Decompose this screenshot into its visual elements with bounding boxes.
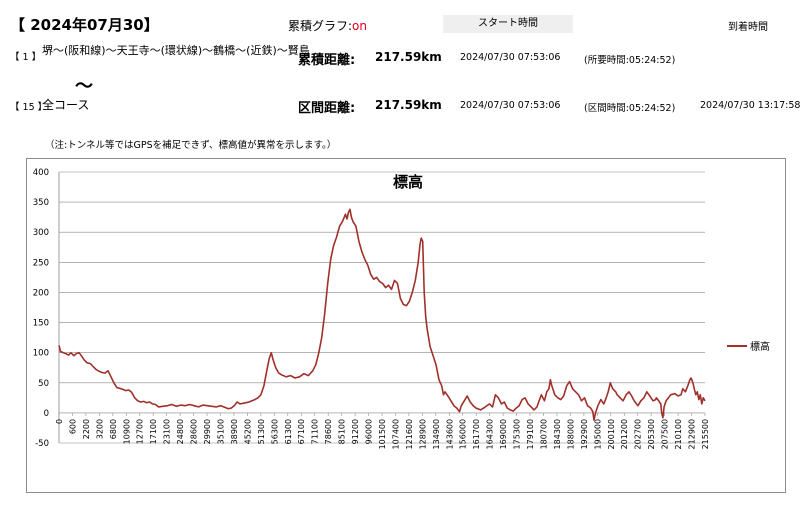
cumulative-distance-label: 累積距離: <box>298 53 356 68</box>
x-tick-label: 161700 <box>472 419 481 450</box>
cumulative-start-time: 2024/07/30 07:53:06 <box>460 52 561 63</box>
x-tick-label: 61300 <box>284 419 293 444</box>
x-tick-label: 164300 <box>486 419 495 450</box>
y-tick-label: -50 <box>35 439 49 449</box>
x-tick-label: 201200 <box>620 419 629 450</box>
section-duration: (区間時間:05:24:52) <box>584 103 676 114</box>
x-tick-label: 2200 <box>82 419 91 439</box>
x-tick-label: 205300 <box>647 419 656 450</box>
y-tick-label: 50 <box>38 379 49 389</box>
x-tick-label: 38900 <box>230 419 239 444</box>
elevation-chart-frame: 400 350 300 250 200 150 100 50 0 -50 0 600 2200 3200… <box>26 158 786 493</box>
y-tick-label: 150 <box>33 319 49 329</box>
x-tick-label: 134900 <box>432 419 441 450</box>
x-tick-label: 29900 <box>203 419 212 444</box>
x-tick-label: 71100 <box>311 419 320 444</box>
x-tick-label: 180700 <box>540 419 549 450</box>
x-tick-label: 200100 <box>607 419 616 450</box>
x-tick-label: 121600 <box>405 419 414 450</box>
section-distance-value: 217.59km <box>375 98 442 112</box>
x-tick-label: 17100 <box>149 419 158 444</box>
x-tick-label: 23100 <box>163 419 172 444</box>
y-tick-label: 350 <box>33 198 49 208</box>
x-tick-label: 56300 <box>270 419 279 444</box>
x-tick-label: 600 <box>68 419 77 434</box>
arrival-time-header: 到着時間 <box>728 22 768 33</box>
x-tick-label: 96000 <box>365 419 374 444</box>
series-line-elevation <box>58 208 706 421</box>
report-date: 【 2024年07月30】 <box>10 16 159 34</box>
y-tick-label: 400 <box>33 168 49 178</box>
x-tick-label: 3200 <box>95 419 104 439</box>
x-tick-label: 169000 <box>499 419 508 450</box>
x-tick-label: 179100 <box>526 419 535 450</box>
x-tick-label: 215500 <box>701 419 710 450</box>
x-tick-label: 28600 <box>190 419 199 444</box>
section-arrival-time: 2024/07/30 13:17:58 <box>700 100 801 111</box>
graph-label-text: 累積グラフ: <box>288 19 353 33</box>
x-tick-label: 128900 <box>418 419 427 450</box>
x-tick-label: 143600 <box>445 419 454 450</box>
x-tick-label: 192900 <box>580 419 589 450</box>
x-tick-label: 10900 <box>122 419 131 444</box>
x-tick-label: 51300 <box>257 419 266 444</box>
x-tick-label: 156000 <box>459 419 468 450</box>
x-tick-label: 207500 <box>661 419 670 450</box>
x-tick-label: 195000 <box>593 419 602 450</box>
x-tick-label: 24800 <box>176 419 185 444</box>
x-tick-label: 101500 <box>378 419 387 450</box>
x-tick-label: 45200 <box>243 419 252 444</box>
section-start-time: 2024/07/30 07:53:06 <box>460 100 561 111</box>
x-tick-label: 175300 <box>513 419 522 450</box>
legend-label: 標高 <box>750 340 770 353</box>
section-distance-label: 区間距離: <box>298 101 356 116</box>
x-tick-label: 184300 <box>553 419 562 450</box>
x-tick-label: 91200 <box>351 419 360 444</box>
x-tick-label: 6800 <box>109 419 118 439</box>
end-section-name: 全コース <box>42 98 90 112</box>
gps-note: （注:トンネル等ではGPSを補足できず、標高値が異常を示します。） <box>45 140 337 151</box>
cumulative-duration: (所要時間:05:24:52) <box>584 55 676 66</box>
x-tick-label: 210100 <box>674 419 683 450</box>
end-section-number: 【 15 】 <box>10 102 48 113</box>
x-tick-label: 202700 <box>634 419 643 450</box>
x-tick-label: 85100 <box>338 419 347 444</box>
chart-legend: 標高 <box>727 340 770 353</box>
x-tick-label: 188000 <box>566 419 575 450</box>
elevation-chart: 400 350 300 250 200 150 100 50 0 -50 0 600 2200 3200… <box>33 168 770 450</box>
x-tick-label: 107400 <box>391 419 400 450</box>
x-tick-label: 12700 <box>136 419 145 444</box>
graph-toggle[interactable]: on <box>352 19 367 33</box>
y-tick-label: 100 <box>33 349 49 359</box>
y-tick-label: 300 <box>33 228 49 238</box>
x-tick-label: 78600 <box>324 419 333 444</box>
route-tilde: ～ <box>75 76 93 97</box>
x-tick-label: 35100 <box>217 419 226 444</box>
start-section-number: 【 1 】 <box>10 52 42 63</box>
x-tick-label: 0 <box>55 419 64 424</box>
y-tick-label: 0 <box>44 409 49 419</box>
y-tick-label: 200 <box>33 288 49 298</box>
cumulative-distance-value: 217.59km <box>375 50 442 64</box>
start-section-name: 堺～(阪和線)～天王寺～(環状線)～鶴橋～(近鉄)～賢島 <box>42 44 310 57</box>
x-tick-label: 67100 <box>297 419 306 444</box>
cumulative-graph-label: 累積グラフ:on <box>288 17 367 34</box>
chart-title: 標高 <box>393 173 423 191</box>
y-tick-label: 250 <box>33 258 49 268</box>
x-tick-label: 212900 <box>688 419 697 450</box>
start-time-header: スタート時間 <box>443 15 573 33</box>
